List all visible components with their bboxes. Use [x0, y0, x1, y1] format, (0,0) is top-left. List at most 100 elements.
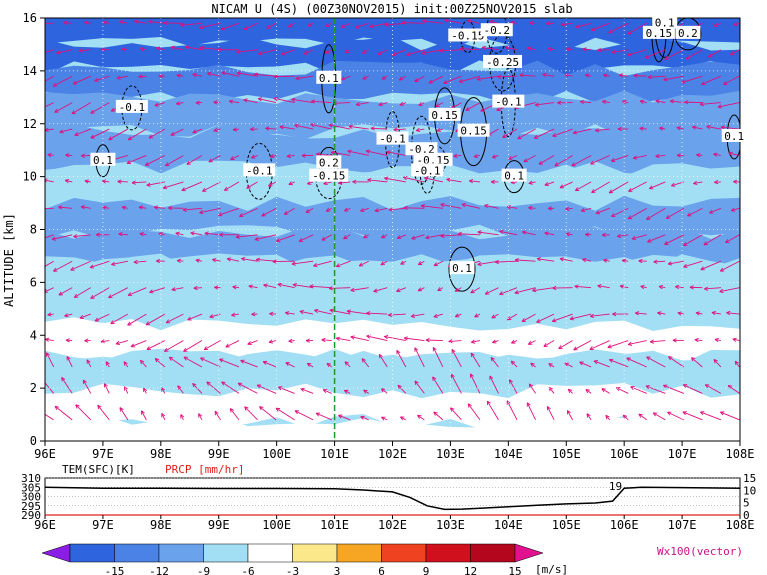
wind-vector	[653, 259, 666, 264]
wind-vector	[449, 407, 462, 421]
wind-vector	[386, 150, 406, 156]
wind-vector	[453, 153, 462, 158]
wind-vector	[288, 181, 295, 186]
wind-vector	[176, 73, 184, 78]
wind-vector	[269, 311, 277, 316]
wind-vector	[418, 101, 425, 106]
wind-vector	[420, 203, 443, 209]
wind-vector	[344, 207, 351, 212]
wind-vector	[502, 128, 518, 139]
contour-label: -0.1	[411, 163, 444, 177]
wind-vector	[305, 207, 314, 213]
wind-vector	[273, 96, 295, 104]
colorbar-box	[203, 543, 249, 563]
svg-text:0.1: 0.1	[319, 72, 339, 85]
wind-vector	[443, 75, 462, 85]
wind-vector	[663, 384, 684, 394]
wind-vector	[213, 127, 221, 133]
wind-vector	[314, 308, 332, 315]
wind-vector	[582, 257, 592, 263]
wind-vector	[601, 232, 610, 238]
wind-vector	[632, 155, 647, 160]
wind-vector	[181, 181, 203, 192]
wind-vector	[615, 387, 629, 394]
wind-vector	[350, 335, 369, 341]
surface-x-tick-label: 100E	[262, 518, 291, 532]
wind-vector	[153, 205, 165, 210]
wind-vector	[584, 73, 592, 78]
precipitation-tick-label: 0	[743, 509, 750, 522]
x-tick-label: 104E	[494, 447, 523, 461]
wind-vector	[590, 155, 610, 165]
x-tick-label: 103E	[436, 447, 465, 461]
wind-vector	[366, 311, 388, 316]
svg-text:-0.1: -0.1	[119, 101, 146, 114]
wind-vector	[86, 359, 92, 368]
wind-vector	[603, 258, 610, 263]
wind-vector	[527, 340, 536, 345]
wind-vector	[294, 410, 314, 421]
wind-vector	[80, 205, 91, 210]
wind-vector	[672, 338, 684, 343]
colorbar-unit: [m/s]	[535, 563, 568, 575]
wind-vector	[72, 75, 91, 85]
svg-text:0.2: 0.2	[678, 27, 698, 40]
wind-vector	[251, 154, 258, 159]
wind-vector	[254, 234, 277, 242]
wind-vector	[469, 373, 481, 394]
precipitation-tick-label: 10	[743, 484, 756, 497]
wind-vector	[473, 153, 481, 159]
wind-vector	[644, 49, 666, 59]
x-tick-label: 102E	[378, 447, 407, 461]
wind-vector	[206, 381, 221, 394]
wind-vector	[433, 411, 444, 421]
wind-vector	[348, 124, 369, 130]
x-tick-label: 105E	[552, 447, 581, 461]
wind-vector	[294, 123, 314, 130]
wind-vector	[559, 181, 573, 189]
wind-vector	[646, 207, 666, 220]
wind-vector	[321, 234, 332, 241]
wind-vector	[647, 74, 666, 80]
wind-vector	[123, 361, 129, 368]
wind-vector	[285, 362, 295, 368]
wind-vector	[283, 207, 295, 215]
wind-vector	[59, 128, 73, 134]
wind-vector	[208, 155, 221, 163]
y-tick-label: 16	[23, 11, 37, 25]
wind-vector	[292, 282, 314, 289]
wind-vector	[470, 287, 481, 294]
colorbar-box	[69, 543, 115, 563]
wind-vector	[74, 128, 91, 136]
wind-vector	[335, 260, 351, 268]
wind-vectors	[45, 18, 740, 421]
wind-vector	[177, 385, 184, 394]
wind-vector	[675, 284, 684, 290]
wind-vector	[105, 361, 110, 368]
precipitation-max-annotation: 19	[609, 480, 622, 493]
wind-vector	[626, 357, 647, 368]
wind-vector	[694, 337, 703, 343]
wind-vector	[388, 207, 406, 212]
wind-vector	[268, 339, 277, 344]
wind-vector	[608, 181, 629, 194]
wind-vector	[470, 339, 481, 344]
svg-text:-0.1: -0.1	[495, 96, 522, 109]
wind-vector	[277, 386, 295, 394]
wind-vector	[572, 128, 592, 135]
surface-x-tick-label: 101E	[320, 518, 349, 532]
wind-vector	[467, 19, 481, 24]
colorbar-low-end	[41, 543, 71, 563]
wind-vector	[273, 74, 295, 79]
wind-vector	[381, 234, 388, 239]
wind-vector	[131, 180, 147, 185]
wind-vector	[251, 312, 258, 317]
wind-vector	[595, 128, 610, 133]
contour-label: -0.1	[115, 99, 148, 114]
wind-vector	[528, 205, 536, 211]
wind-vector	[532, 287, 555, 293]
wind-vector	[80, 153, 91, 158]
wind-vector	[521, 230, 536, 236]
wind-vector	[154, 102, 166, 107]
